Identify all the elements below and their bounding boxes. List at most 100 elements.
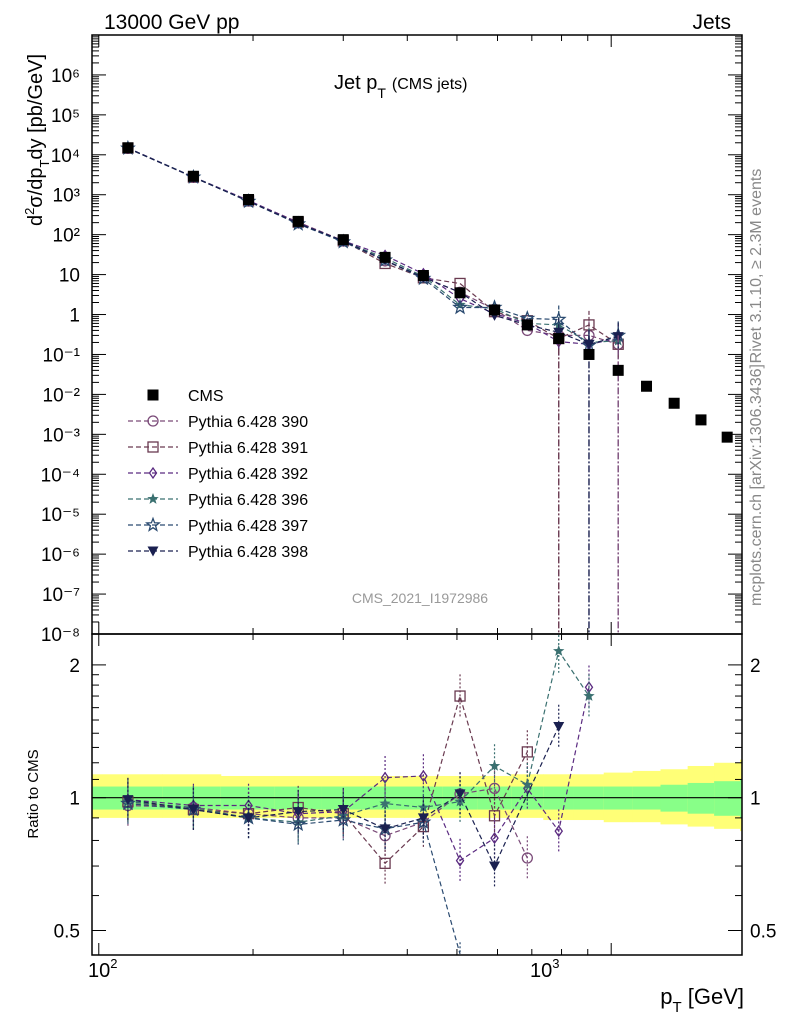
ratio-point: [379, 857, 391, 869]
ratio-point: [292, 816, 304, 827]
cms-data-point: [668, 397, 680, 409]
ratio-point: [122, 795, 134, 806]
legend-marker: [148, 466, 158, 480]
ratio-point: [335, 811, 352, 827]
header-right-label: Jets: [692, 11, 731, 34]
main-point: [550, 311, 567, 327]
x-axis-label: pT [GeV]: [660, 984, 744, 1016]
main-point: [452, 299, 468, 315]
legend-entry-pythia-6-428-390: Pythia 6.428 390: [128, 414, 308, 431]
cms-data-point: [489, 304, 501, 316]
ratio-y-axis-label: Ratio to CMS: [25, 749, 42, 838]
ratio-series-pythia-6-428-398: [122, 704, 565, 888]
main-point: [553, 327, 565, 338]
ratio-point: [454, 789, 466, 800]
main-y-tick-label: 10⁵: [51, 106, 80, 127]
ratio-point: [243, 813, 255, 824]
ratio-y-tick-label-left: 0.5: [54, 922, 80, 943]
cms-data-point: [612, 364, 624, 376]
legend-marker: [147, 493, 159, 504]
ratio-point: [488, 782, 501, 795]
main-y-tick-label: 10⁻⁸: [41, 625, 80, 646]
legend-label: Pythia 6.428 392: [188, 466, 308, 483]
ratio-band-inner-bin: [714, 781, 741, 816]
ratio-point: [553, 645, 565, 656]
ratio-y-tick-label-left: 1: [69, 789, 80, 810]
legend-marker: [147, 546, 159, 557]
legend-marker: [147, 441, 159, 453]
legend-entry-pythia-6-428-398: Pythia 6.428 398: [128, 544, 308, 561]
cms-data-point: [379, 251, 391, 263]
ratio-panel-frame: [91, 633, 743, 956]
main-series-line: [127, 147, 619, 344]
ratio-point: [417, 801, 430, 813]
ratio-series-line: [127, 693, 528, 865]
cms-data-point: [695, 414, 707, 426]
main-y-tick-label: 10⁶: [51, 66, 80, 87]
cms-data-point: [721, 431, 733, 443]
ratio-band-inner-bin: [740, 779, 742, 818]
legend: CMS Pythia 6.428 390 Pythia 6.428 391 Pythi…: [128, 388, 308, 561]
main-y-tick-label: 1: [69, 306, 80, 327]
main-title: Jet pT (CMS jets): [334, 72, 467, 101]
main-y-tick-label: 10⁻⁵: [41, 505, 80, 526]
main-y-tick-label: 10: [59, 266, 80, 287]
main-y-tick-label: 10⁻⁴: [41, 465, 80, 486]
ratio-band-inner-bin: [765, 776, 786, 822]
legend-entry-cms: CMS: [147, 388, 224, 405]
main-series-line: [127, 147, 619, 345]
main-y-tick-label: 10⁻¹: [43, 345, 81, 366]
legend-label: CMS: [188, 388, 224, 405]
ratio-point: [521, 778, 533, 790]
cms-data-point: [772, 469, 783, 480]
x-tick-label-1000: 103: [530, 956, 559, 982]
ratio-point: [379, 797, 391, 809]
cms-data-point: [641, 380, 653, 392]
ratio-point: [292, 807, 304, 818]
main-y-tick-label: 10⁻⁷: [42, 585, 80, 606]
legend-label: Pythia 6.428 391: [188, 440, 308, 457]
legend-marker: [145, 516, 161, 532]
ratio-point: [417, 813, 429, 824]
legend-label: Pythia 6.428 396: [188, 492, 308, 509]
cms-data-point: [417, 269, 429, 281]
main-y-tick-label: 10⁴: [51, 146, 80, 167]
ratio-panel-axes: 0.5 0.5 1 1 2 2: [54, 634, 776, 955]
main-y-tick-label: 10²: [53, 226, 80, 247]
ratio-point: [583, 690, 595, 701]
ratio-point: [454, 690, 466, 702]
legend-entry-pythia-6-428-392: Pythia 6.428 392: [128, 466, 308, 483]
legend-marker: [147, 389, 159, 401]
main-panel-axes: 10⁻⁸ 10⁻⁷ 10⁻⁶ 10⁻⁵ 10⁻⁴ 10⁻³ 10⁻² 10⁻¹ 1 10 10² 10…: [41, 34, 742, 646]
ratio-point: [337, 805, 349, 816]
ratio-band-outer-bin: [765, 755, 786, 836]
header-left-label: 13000 GeV pp: [104, 11, 239, 34]
ratio-y-tick-label-right: 2: [750, 656, 761, 677]
ratio-point: [553, 722, 565, 733]
legend-entry-pythia-6-428-391: Pythia 6.428 391: [128, 440, 308, 457]
ratio-y-tick-label-right: 1: [750, 789, 761, 810]
legend-label: Pythia 6.428 390: [188, 414, 308, 431]
ratio-point: [554, 824, 564, 838]
cms-data-point: [187, 170, 199, 182]
ratio-series-line: [127, 726, 560, 868]
rivet-version-label: Rivet 3.1.10, ≥ 2.3M events: [748, 169, 765, 364]
ratio-series-line: [127, 802, 461, 955]
main-series-line: [127, 147, 619, 345]
ratio-band-inner-bin: [687, 782, 715, 814]
ratio-y-tick-label-left: 2: [69, 656, 80, 677]
cms-data-point: [521, 319, 533, 331]
ratio-y-tick-label-right: 0.5: [750, 922, 776, 943]
cms-data-point: [583, 348, 595, 360]
ratio-point: [521, 746, 533, 758]
cms-data-point: [122, 142, 134, 154]
x-tick-label-100: 102: [88, 956, 117, 982]
main-panel-content: [120, 139, 783, 634]
ratio-point: [379, 824, 391, 835]
ratio-panel-content: [92, 635, 786, 955]
main-point: [454, 298, 466, 310]
ratio-point: [521, 852, 533, 864]
main-series-line: [127, 147, 619, 346]
main-series-line: [127, 147, 619, 345]
